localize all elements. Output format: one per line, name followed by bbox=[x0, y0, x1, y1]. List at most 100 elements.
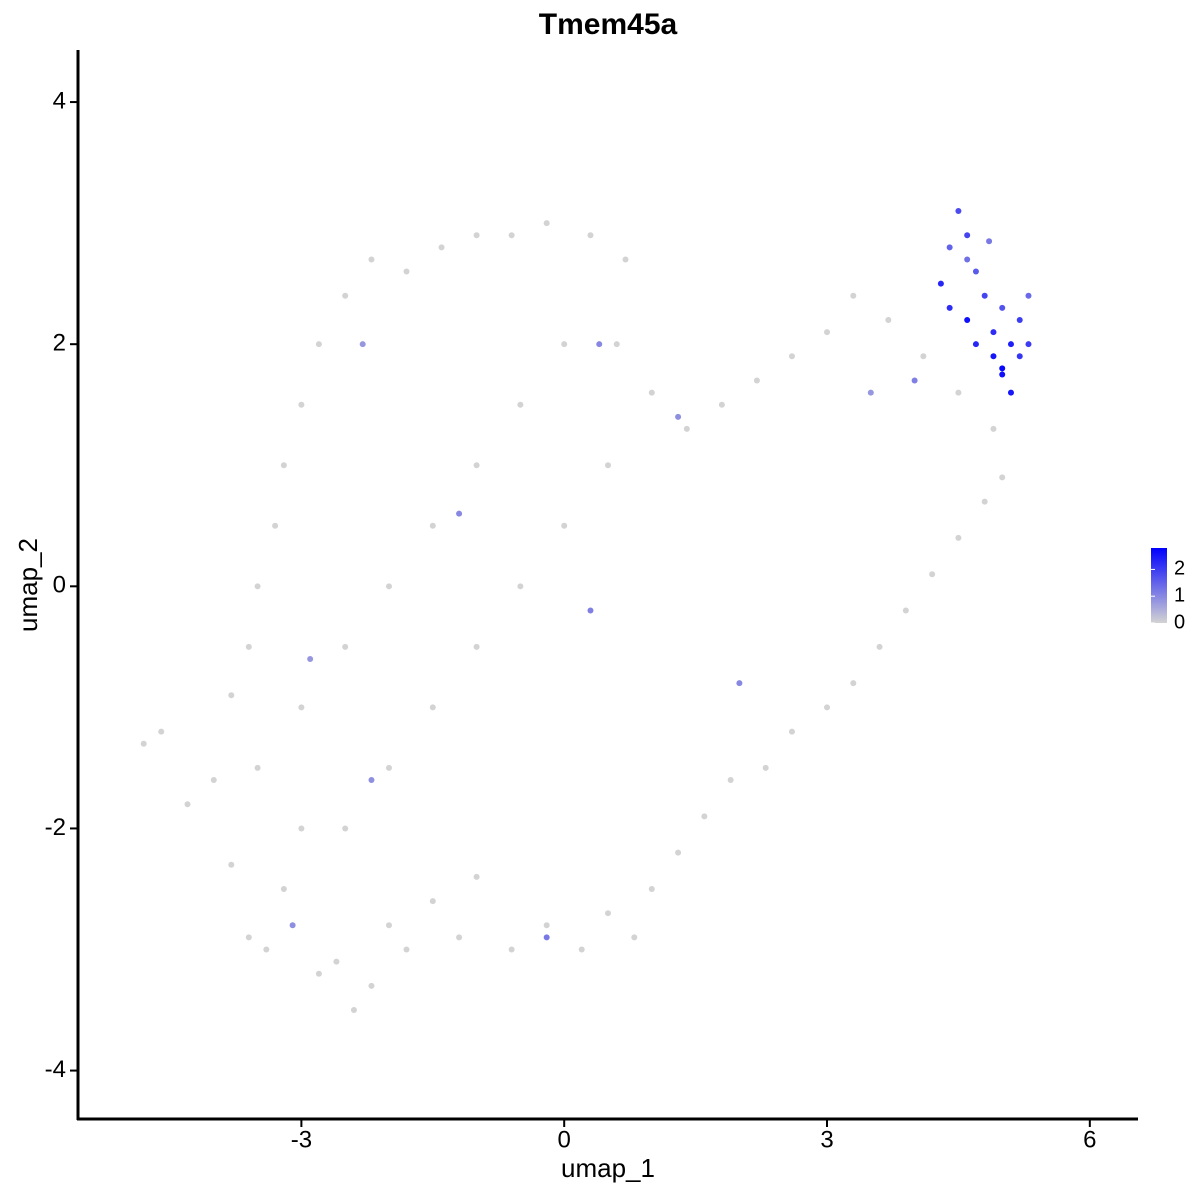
x-tick-label: -3 bbox=[291, 1126, 312, 1153]
y-tick-label: 0 bbox=[53, 572, 66, 599]
color-bar-label: 2 bbox=[1174, 558, 1185, 580]
point bbox=[561, 341, 568, 348]
point bbox=[850, 292, 857, 299]
point bbox=[385, 922, 392, 929]
y-tick-label: -2 bbox=[45, 814, 66, 841]
point bbox=[517, 583, 524, 590]
point bbox=[788, 353, 795, 360]
point bbox=[228, 861, 235, 868]
x-tick-label: 0 bbox=[558, 1126, 571, 1153]
point bbox=[315, 970, 322, 977]
point bbox=[342, 292, 349, 299]
point bbox=[385, 764, 392, 771]
point bbox=[561, 522, 568, 529]
point bbox=[675, 849, 682, 856]
point bbox=[307, 655, 314, 662]
point bbox=[920, 353, 927, 360]
point bbox=[254, 764, 261, 771]
point bbox=[315, 341, 322, 348]
point bbox=[990, 425, 997, 432]
point bbox=[753, 377, 760, 384]
point bbox=[999, 371, 1006, 378]
point bbox=[280, 885, 287, 892]
point bbox=[675, 413, 682, 420]
point bbox=[990, 329, 997, 336]
point bbox=[508, 232, 515, 239]
point bbox=[1007, 341, 1014, 348]
point bbox=[946, 304, 953, 311]
point bbox=[403, 268, 410, 275]
point bbox=[342, 643, 349, 650]
point bbox=[648, 885, 655, 892]
color-bar bbox=[1151, 548, 1167, 623]
point bbox=[824, 329, 831, 336]
point bbox=[473, 643, 480, 650]
point bbox=[999, 365, 1006, 372]
point bbox=[1016, 353, 1023, 360]
point bbox=[438, 244, 445, 251]
point bbox=[718, 401, 725, 408]
point bbox=[245, 643, 252, 650]
point bbox=[368, 256, 375, 263]
point bbox=[289, 922, 296, 929]
point bbox=[788, 728, 795, 735]
point bbox=[543, 220, 550, 227]
point bbox=[587, 232, 594, 239]
point bbox=[990, 353, 997, 360]
point bbox=[631, 934, 638, 941]
y-tick-label: -4 bbox=[45, 1056, 66, 1083]
point bbox=[727, 777, 734, 784]
point bbox=[964, 316, 971, 323]
point bbox=[342, 825, 349, 832]
chart-title: Tmem45a bbox=[539, 8, 678, 41]
point bbox=[368, 777, 375, 784]
point bbox=[456, 510, 463, 517]
color-bar-label: 0 bbox=[1174, 611, 1185, 633]
point bbox=[736, 680, 743, 687]
point bbox=[140, 740, 147, 747]
point bbox=[613, 341, 620, 348]
point bbox=[508, 946, 515, 953]
point bbox=[254, 583, 261, 590]
point bbox=[683, 425, 690, 432]
point bbox=[1007, 389, 1014, 396]
x-axis-label: umap_1 bbox=[561, 1153, 655, 1183]
point bbox=[298, 401, 305, 408]
point bbox=[999, 304, 1006, 311]
point bbox=[981, 498, 988, 505]
y-tick-label: 4 bbox=[53, 87, 66, 114]
point bbox=[228, 692, 235, 699]
point bbox=[605, 910, 611, 917]
point bbox=[543, 934, 550, 941]
point bbox=[596, 341, 603, 348]
point bbox=[955, 208, 962, 215]
point bbox=[964, 256, 971, 263]
x-tick-label: 6 bbox=[1083, 1126, 1096, 1153]
point bbox=[955, 534, 962, 541]
point bbox=[473, 462, 480, 469]
point bbox=[648, 389, 655, 396]
point bbox=[999, 474, 1006, 481]
point bbox=[986, 238, 993, 245]
point bbox=[902, 607, 909, 614]
point bbox=[263, 946, 270, 953]
point bbox=[517, 401, 524, 408]
point bbox=[885, 316, 892, 323]
point bbox=[210, 777, 217, 784]
point bbox=[605, 462, 611, 469]
x-tick-label: 3 bbox=[820, 1126, 833, 1153]
point bbox=[456, 934, 463, 941]
point bbox=[578, 946, 585, 953]
point bbox=[272, 522, 279, 529]
point bbox=[543, 922, 550, 929]
point bbox=[972, 341, 979, 348]
point bbox=[403, 946, 410, 953]
point bbox=[981, 292, 988, 299]
point bbox=[1025, 341, 1032, 348]
point bbox=[1025, 292, 1032, 299]
point bbox=[473, 873, 480, 880]
color-bar-label: 1 bbox=[1174, 584, 1185, 606]
point bbox=[368, 982, 375, 989]
point bbox=[429, 522, 436, 529]
y-tick-label: 2 bbox=[53, 330, 66, 357]
